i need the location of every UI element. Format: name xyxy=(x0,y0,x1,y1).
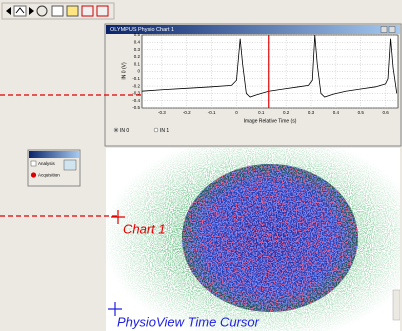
trace-line xyxy=(141,34,398,98)
red-cross xyxy=(111,210,125,224)
y-tick-label: 0.4 xyxy=(134,39,141,44)
y-tick-label: 0.5 xyxy=(134,32,141,37)
blue-cross xyxy=(108,302,122,316)
panel-title-bar xyxy=(29,151,79,158)
y-tick-label: -0.2 xyxy=(132,83,140,88)
y-axis-label: IN 0 (V) xyxy=(121,62,127,80)
x-tick-label: 0.5 xyxy=(358,110,365,115)
prev-button[interactable] xyxy=(6,7,11,15)
zoom-button[interactable] xyxy=(36,5,48,17)
y-tick-label: 0.1 xyxy=(134,61,141,66)
x-tick-label: -0.1 xyxy=(208,110,216,115)
radio-in1[interactable] xyxy=(153,127,159,133)
x-tick-label: -0.2 xyxy=(183,110,191,115)
x-tick-label: 0.4 xyxy=(333,110,340,115)
window-button[interactable] xyxy=(96,5,109,17)
y-tick-label: -0.1 xyxy=(132,76,140,81)
title-bar xyxy=(106,25,400,34)
x-tick-label: 0.2 xyxy=(283,110,290,115)
toolbar xyxy=(1,2,115,20)
y-tick-label: 0.3 xyxy=(134,47,141,52)
radio-dot xyxy=(115,129,117,131)
scrollbar[interactable] xyxy=(392,289,400,321)
x-tick-label: 0.1 xyxy=(258,110,265,115)
radio-label: IN 1 xyxy=(160,128,169,134)
plot: 0.5 0.4 0.3 0.2 0.1 0 -0.1 -0.2 -0.3 -0.4 -0.5 -0.3… xyxy=(132,32,398,115)
x-tick-label: 0 xyxy=(235,110,238,115)
y-tick-label: -0.3 xyxy=(132,91,140,96)
go-panel: Analysis Acquisition xyxy=(27,149,81,187)
panel-item[interactable]: Analysis xyxy=(38,161,56,166)
maximize-button[interactable] xyxy=(380,26,388,33)
y-tick-label: 0 xyxy=(137,69,140,74)
cursor-annotation: PhysioView Time Cursor xyxy=(117,314,260,329)
panel-button[interactable] xyxy=(63,159,77,171)
paste-button[interactable] xyxy=(81,5,94,17)
x-axis-label: Image Relative Time (s) xyxy=(244,118,297,124)
window-title: OLYMPUS Physio Chart 1 xyxy=(110,27,174,33)
fit-button[interactable] xyxy=(51,5,64,17)
image-view xyxy=(106,148,400,331)
run-button[interactable] xyxy=(13,5,27,17)
x-tick-label: 0.3 xyxy=(308,110,315,115)
cell-red xyxy=(106,148,400,331)
copy-button[interactable] xyxy=(66,5,79,17)
run-icon xyxy=(15,7,25,14)
chart-annotation: Chart 1 xyxy=(123,221,166,236)
analysis-icon[interactable] xyxy=(30,160,37,167)
y-tick-label: -0.4 xyxy=(132,98,140,103)
x-tick-label: 0.6 xyxy=(382,110,389,115)
radio-label: IN 0 xyxy=(120,128,129,134)
chart-window: OLYMPUS Physio Chart 1 IN 0 (V) Image Re… xyxy=(104,23,402,147)
close-button[interactable] xyxy=(388,26,396,33)
x-tick-label: -0.3 xyxy=(158,110,166,115)
panel-item[interactable]: Acquisition xyxy=(38,173,60,178)
y-tick-label: -0.5 xyxy=(132,105,140,110)
acquisition-icon[interactable] xyxy=(30,172,37,178)
next-button[interactable] xyxy=(29,7,34,15)
cell-texture xyxy=(106,148,400,331)
y-tick-label: 0.2 xyxy=(134,54,141,59)
